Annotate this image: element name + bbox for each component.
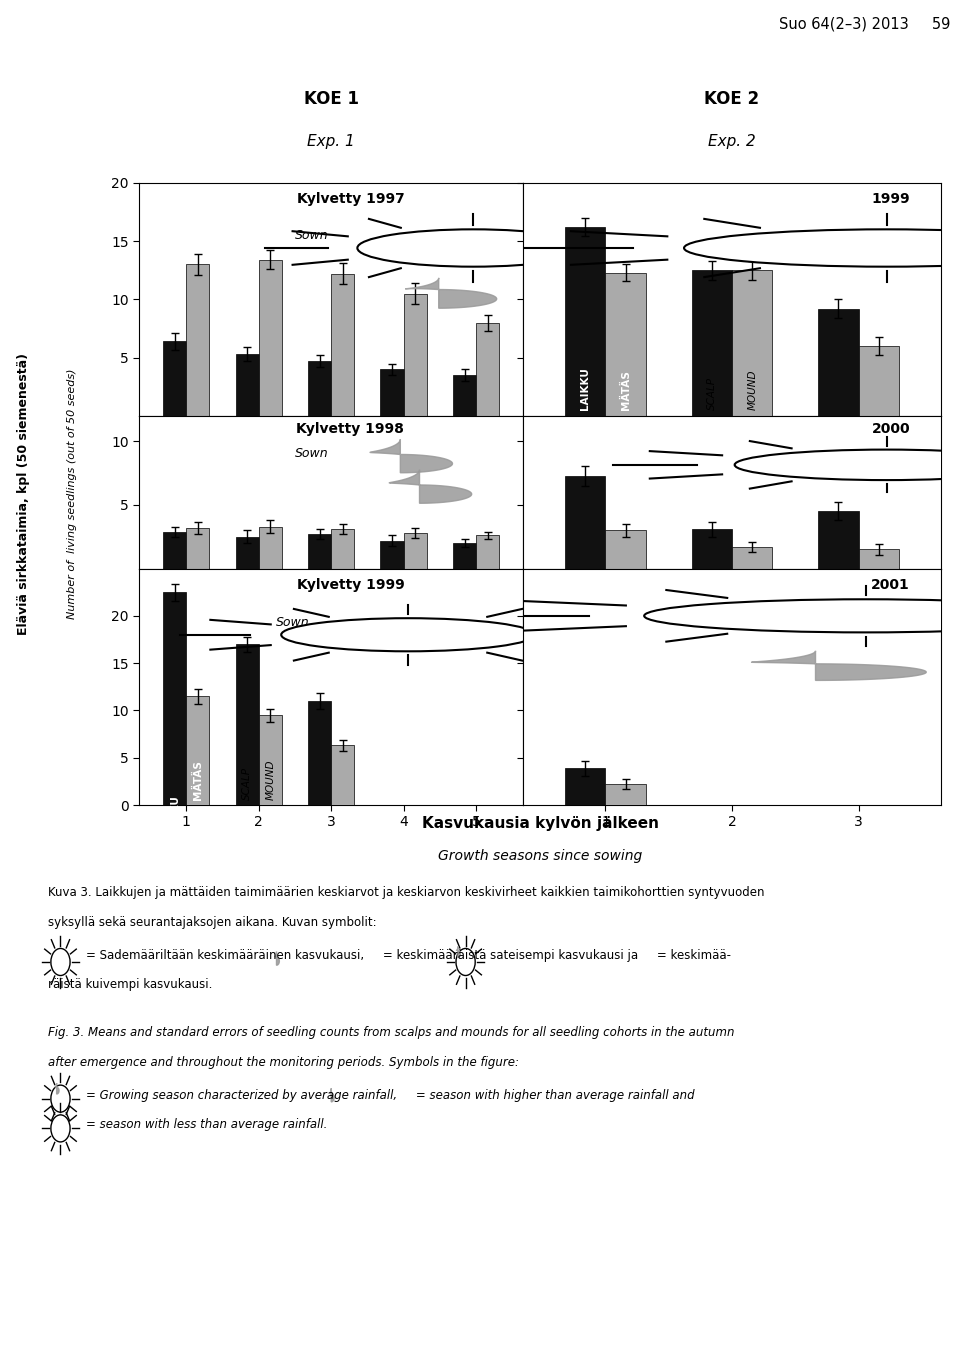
Bar (186, 697, 209, 805)
Circle shape (644, 599, 960, 632)
Polygon shape (752, 651, 926, 681)
Polygon shape (457, 947, 460, 958)
Text: Exp. 1: Exp. 1 (307, 134, 355, 149)
Text: = Growing season characterized by average rainfall,     = season with higher tha: = Growing season characterized by averag… (86, 1089, 695, 1101)
Text: Number of  living seedlings (out of 50 seeds): Number of living seedlings (out of 50 se… (67, 368, 77, 620)
Bar (476, 322, 499, 417)
Text: Kylvetty 1998: Kylvetty 1998 (297, 422, 404, 436)
Bar (732, 271, 773, 417)
Bar (476, 536, 499, 568)
Bar (691, 529, 732, 568)
Circle shape (281, 618, 535, 651)
Circle shape (51, 1115, 70, 1142)
Bar (606, 272, 646, 417)
Circle shape (456, 948, 475, 976)
Text: 2001: 2001 (872, 578, 910, 593)
Text: Sown: Sown (295, 446, 329, 460)
Bar (818, 511, 858, 568)
Bar (691, 271, 732, 417)
Bar (858, 549, 899, 568)
Bar (818, 308, 858, 417)
Bar (163, 341, 186, 417)
Bar (858, 346, 899, 417)
Circle shape (51, 948, 70, 976)
Text: KOE 1: KOE 1 (303, 91, 359, 108)
Bar (331, 746, 354, 805)
Bar (308, 534, 331, 568)
Bar (453, 543, 476, 568)
Text: SCALP: SCALP (707, 377, 717, 410)
Text: Kylvetty 1997: Kylvetty 1997 (297, 192, 404, 206)
Bar (235, 537, 259, 568)
Bar (259, 716, 282, 805)
Text: = season with less than average rainfall.: = season with less than average rainfall… (86, 1119, 327, 1131)
Polygon shape (329, 1088, 334, 1101)
Bar (380, 541, 403, 568)
Bar (235, 644, 259, 805)
Circle shape (357, 229, 589, 267)
Bar (564, 769, 606, 805)
Text: MÄTÄS: MÄTÄS (193, 760, 203, 801)
Bar (308, 701, 331, 805)
Text: MOUND: MOUND (265, 760, 276, 801)
Bar (403, 533, 427, 568)
Polygon shape (390, 469, 471, 503)
Polygon shape (56, 1084, 59, 1095)
Bar (606, 785, 646, 805)
Bar (564, 227, 606, 417)
Text: Sown: Sown (276, 616, 310, 629)
Bar (564, 476, 606, 568)
Text: LAIKKU: LAIKKU (580, 367, 590, 410)
Circle shape (51, 1085, 70, 1112)
Text: LAIKKU: LAIKKU (170, 796, 180, 839)
Text: Kuva 3. Laikkujen ja mättäiden taimimäärien keskiarvot ja keskiarvon keskivirhee: Kuva 3. Laikkujen ja mättäiden taimimäär… (48, 886, 764, 900)
Bar (732, 547, 773, 568)
Bar (259, 260, 282, 417)
Text: = Sademääriltään keskimääräinen kasvukausi,     = keskimääräistä sateisempi kasv: = Sademääriltään keskimääräinen kasvukau… (86, 948, 732, 962)
Text: Fig. 3. Means and standard errors of seedling counts from scalps and mounds for : Fig. 3. Means and standard errors of see… (48, 1026, 734, 1039)
Text: Growth seasons since sowing: Growth seasons since sowing (438, 848, 642, 863)
Text: MOUND: MOUND (747, 369, 757, 410)
Bar (259, 526, 282, 568)
Bar (308, 361, 331, 417)
Circle shape (734, 449, 960, 480)
Bar (331, 529, 354, 568)
Text: räistä kuivempi kasvukausi.: räistä kuivempi kasvukausi. (48, 978, 212, 992)
Text: Kasvukausia kylvön jälkeen: Kasvukausia kylvön jälkeen (421, 816, 659, 832)
Text: Sown: Sown (295, 229, 329, 242)
Circle shape (684, 229, 960, 267)
Text: Kylvetty 1999: Kylvetty 1999 (297, 578, 404, 593)
Bar (186, 264, 209, 417)
Text: Exp. 2: Exp. 2 (708, 134, 756, 149)
Text: 2000: 2000 (872, 422, 910, 436)
Bar (235, 354, 259, 417)
Polygon shape (275, 951, 279, 965)
Text: syksyllä sekä seurantajaksojen aikana. Kuvan symbolit:: syksyllä sekä seurantajaksojen aikana. K… (48, 916, 376, 930)
Text: Suo 64(2–3) 2013     59: Suo 64(2–3) 2013 59 (779, 16, 950, 31)
Bar (331, 273, 354, 417)
Text: Eläviä sirkkataimia, kpl (50 siemenestä): Eläviä sirkkataimia, kpl (50 siemenestä) (17, 353, 31, 635)
Bar (606, 530, 646, 568)
Bar (453, 375, 476, 417)
Bar (186, 528, 209, 568)
Text: 1999: 1999 (872, 192, 910, 206)
Text: MÄTÄS: MÄTÄS (621, 371, 631, 410)
Text: SCALP: SCALP (242, 767, 252, 801)
Text: KOE 2: KOE 2 (705, 91, 759, 108)
Text: after emergence and throughout the monitoring periods. Symbols in the figure:: after emergence and throughout the monit… (48, 1055, 519, 1069)
Bar (163, 532, 186, 568)
Polygon shape (405, 277, 496, 308)
Bar (380, 369, 403, 417)
Bar (163, 593, 186, 805)
Bar (403, 294, 427, 417)
Polygon shape (371, 440, 452, 472)
